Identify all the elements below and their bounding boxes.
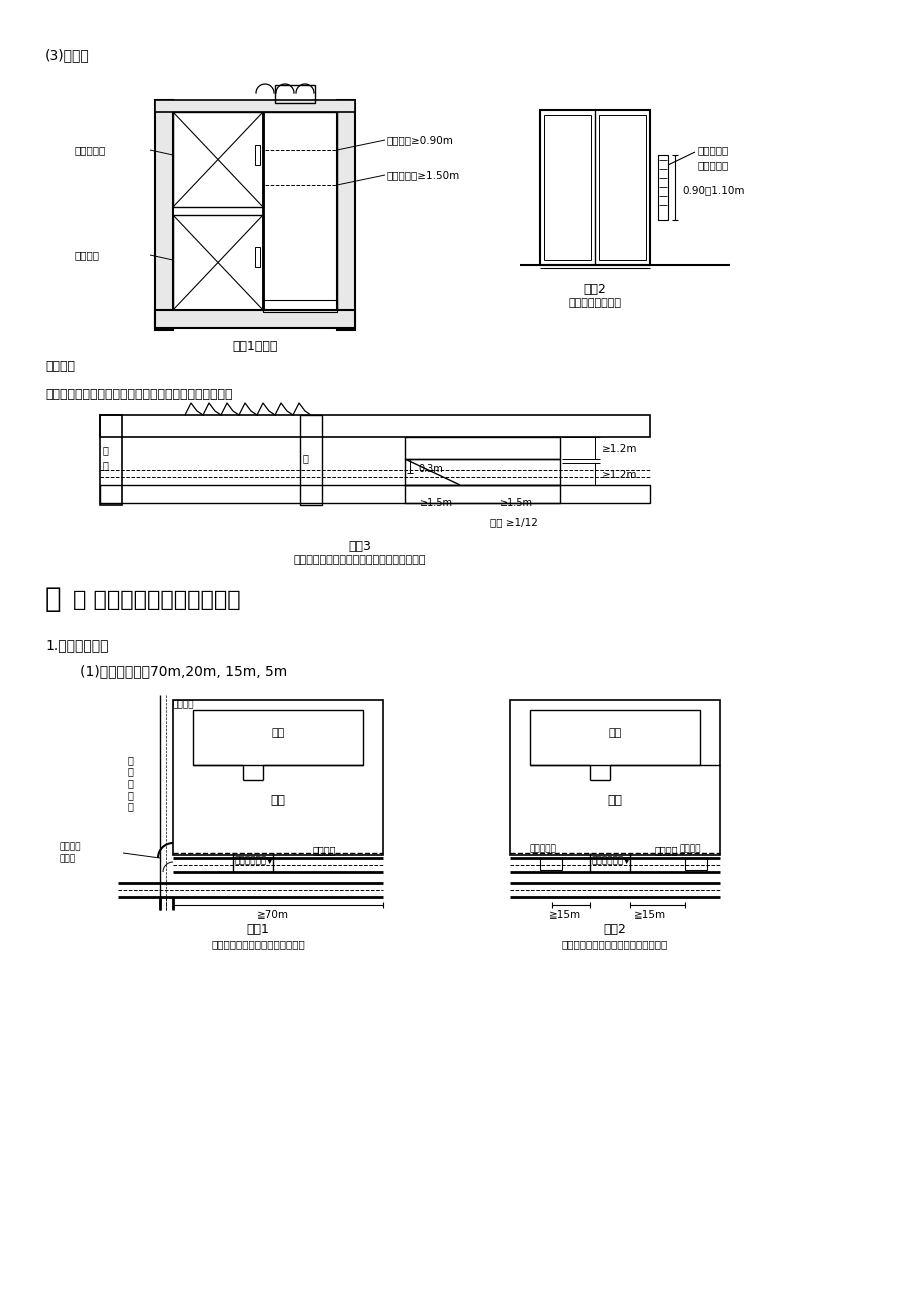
- Text: 电梯厅按鈕: 电梯厅按鈕: [698, 160, 729, 171]
- Bar: [173, 215, 263, 310]
- Bar: [100, 415, 650, 437]
- Text: ≥1.2m: ≥1.2m: [601, 470, 637, 480]
- Text: 基地: 基地: [607, 793, 622, 806]
- Text: 图示1: 图示1: [246, 923, 269, 936]
- Bar: [509, 700, 720, 855]
- Bar: [263, 299, 336, 312]
- Text: ≥1.5m: ≥1.5m: [420, 497, 452, 508]
- Text: 图示1候梯厅: 图示1候梯厅: [233, 340, 278, 353]
- Text: 道路红线: 道路红线: [60, 842, 82, 852]
- Text: 设置电梯均民用建筑的入口应设置残疾人坡道: 设置电梯均民用建筑的入口应设置残疾人坡道: [293, 555, 425, 565]
- Text: 电梯梯厕选层按鈕: 电梯梯厕选层按鈕: [568, 298, 621, 309]
- Bar: [275, 85, 314, 103]
- Text: 基地: 基地: [270, 793, 285, 806]
- Bar: [539, 858, 562, 870]
- Text: ≧15m: ≧15m: [633, 909, 665, 919]
- Text: 道路红线: 道路红线: [312, 845, 336, 855]
- Text: 图示2: 图示2: [603, 923, 626, 936]
- Text: 建筑: 建筑: [607, 728, 621, 738]
- Bar: [255, 145, 260, 165]
- Bar: [598, 115, 645, 260]
- Text: 机动车出入口▼: 机动车出入口▼: [234, 855, 274, 865]
- Text: 候梯厅深度≥1.50m: 候梯厅深度≥1.50m: [387, 171, 460, 180]
- Bar: [539, 109, 650, 266]
- Text: (1)　基地开口：70m,20m, 15m, 5m: (1) 基地开口：70m,20m, 15m, 5m: [80, 664, 287, 678]
- Text: 层: 层: [103, 445, 108, 454]
- Text: 基地出入口与公共汽车站台边缘的距离: 基地出入口与公共汽车站台边缘的距离: [562, 939, 667, 949]
- Text: 道路红线: 道路红线: [654, 845, 678, 855]
- Text: ： 城市规划对建筑的限定：: ： 城市规划对建筑的限定：: [73, 590, 241, 611]
- Bar: [336, 100, 355, 329]
- Text: 机动车出入口▼: 机动车出入口▼: [591, 855, 630, 865]
- Text: 下: 下: [103, 460, 108, 470]
- Bar: [657, 155, 667, 220]
- Text: 交又点: 交又点: [60, 854, 76, 863]
- Bar: [529, 710, 699, 766]
- Bar: [173, 112, 263, 207]
- Bar: [404, 437, 560, 460]
- Bar: [154, 100, 355, 112]
- Text: 公共汽车站: 公共汽车站: [529, 844, 556, 853]
- Bar: [404, 460, 560, 486]
- Text: 基地出入口与城市主干道路交又口: 基地出入口与城市主干道路交又口: [210, 939, 304, 949]
- Text: 1.　建筑基地：: 1. 建筑基地：: [45, 638, 108, 652]
- Text: 城
市
主
干
道: 城 市 主 干 道: [127, 755, 132, 811]
- Bar: [255, 247, 260, 267]
- Bar: [300, 415, 322, 505]
- Text: ≧15m: ≧15m: [549, 909, 581, 919]
- Text: 门洞净宽≥0.90m: 门洞净宽≥0.90m: [387, 135, 453, 145]
- Bar: [404, 486, 560, 503]
- Text: 坡道：（设置电梯的民用建筑的入口应设置残疾人坡道）: 坡道：（设置电梯的民用建筑的入口应设置残疾人坡道）: [45, 388, 233, 401]
- Bar: [263, 112, 336, 310]
- Text: ≥1.5m: ≥1.5m: [499, 497, 532, 508]
- Text: 坡度 ≥1/12: 坡度 ≥1/12: [490, 517, 538, 527]
- Text: 图示2: 图示2: [583, 283, 606, 296]
- Text: 0.3m: 0.3m: [417, 464, 442, 474]
- Bar: [154, 100, 173, 329]
- Text: ≧70m: ≧70m: [256, 909, 289, 919]
- Text: 道路红线: 道路红线: [173, 700, 194, 710]
- Text: 无障碍设施: 无障碍设施: [698, 145, 729, 155]
- Bar: [543, 115, 590, 260]
- Text: 地铁出口: 地铁出口: [679, 844, 701, 853]
- Text: 下: 下: [302, 453, 309, 464]
- Text: (3)电梯：: (3)电梯：: [45, 48, 90, 62]
- Bar: [685, 858, 706, 870]
- Text: 候梯厅：: 候梯厅：: [45, 359, 75, 372]
- Text: ≥1.2m: ≥1.2m: [601, 444, 637, 454]
- Text: 图示3: 图示3: [348, 540, 371, 553]
- Bar: [154, 310, 355, 328]
- Bar: [193, 710, 363, 766]
- Text: 建筑: 建筑: [271, 728, 284, 738]
- Text: 0.90～1.10m: 0.90～1.10m: [681, 185, 743, 195]
- Bar: [100, 415, 122, 505]
- Bar: [100, 486, 650, 503]
- Text: 无障碍电梯: 无障碍电梯: [75, 145, 106, 155]
- Text: 二: 二: [45, 585, 62, 613]
- Text: 普通电梯: 普通电梯: [75, 250, 100, 260]
- Bar: [173, 700, 382, 855]
